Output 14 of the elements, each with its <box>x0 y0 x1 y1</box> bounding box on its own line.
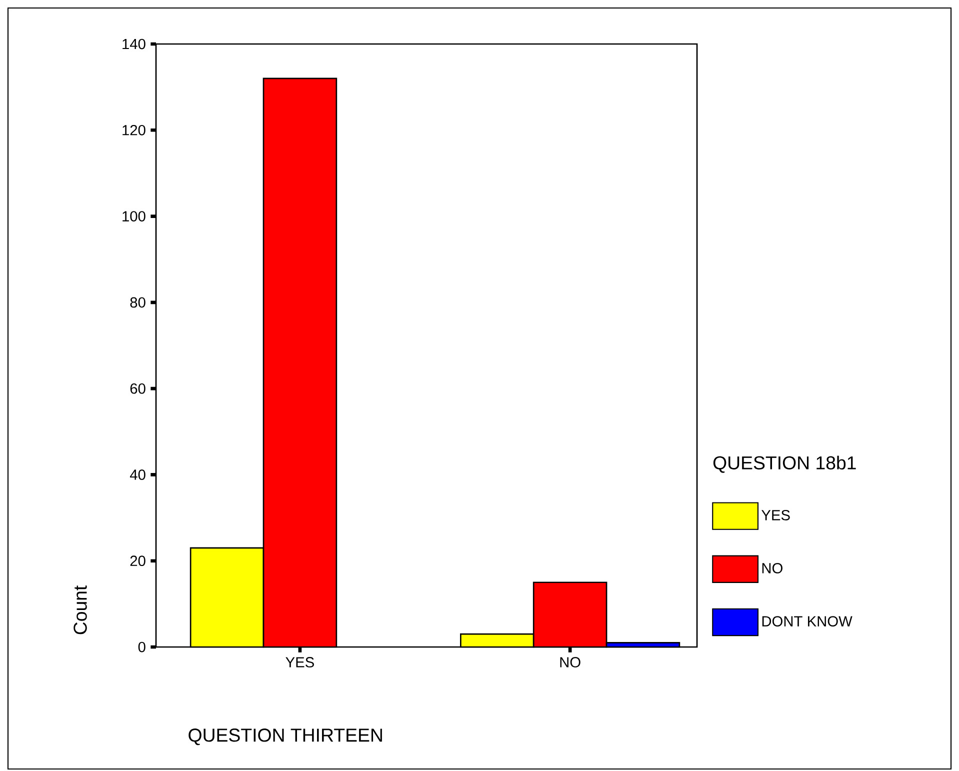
legend-label: NO <box>762 563 782 574</box>
legend-label: YES <box>761 510 790 520</box>
legend-title: QUESTION 18b1 <box>713 456 856 473</box>
y-tick-label: 80 <box>130 297 146 308</box>
x-axis-title: QUESTION THIRTEEN <box>188 728 382 746</box>
y-tick-label: 40 <box>130 470 146 480</box>
y-tick-label: 120 <box>122 124 146 136</box>
y-tick-label: 100 <box>122 211 146 222</box>
y-tick-label: 0 <box>138 642 146 652</box>
y-axis-title: Count <box>74 585 87 634</box>
y-tick-label: 20 <box>130 556 146 566</box>
legend-label: DONT KNOW <box>762 616 852 626</box>
y-tick-label: 140 <box>122 38 146 50</box>
y-tick-label: 60 <box>130 383 146 394</box>
